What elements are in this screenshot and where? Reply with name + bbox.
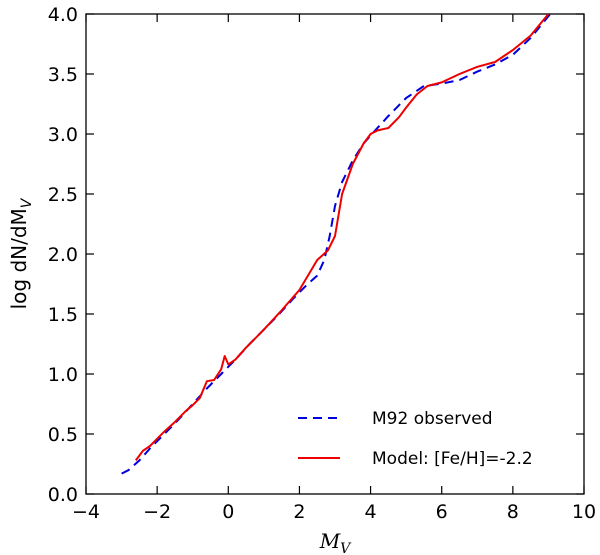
x-tick-label: 8 [507, 501, 519, 523]
x-axis-label-main: M [319, 529, 341, 553]
x-tick-label: 2 [293, 501, 305, 523]
y-tick-label: 1.5 [48, 304, 78, 326]
legend: M92 observed Model: [Fe/H]=-2.2 [298, 409, 533, 469]
x-tick-label: 4 [365, 501, 377, 523]
x-axis-label: MV [319, 529, 352, 555]
y-tick-label: 0.0 [48, 484, 78, 506]
y-tick-label: 3.0 [48, 124, 78, 146]
plot-area [85, 13, 585, 495]
legend-label-m92-observed: M92 observed [372, 409, 493, 429]
x-tick-label: −4 [72, 501, 100, 523]
y-axis-ticks: 0.0 0.5 1.0 1.5 2.0 2.5 3.0 3.5 4.0 [48, 4, 584, 506]
y-axis-label-main: log dN/dM [7, 208, 31, 309]
y-tick-label: 4.0 [48, 4, 78, 26]
x-tick-label: 0 [222, 501, 234, 523]
y-tick-label: 2.0 [48, 244, 78, 266]
y-axis-label: log dN/dMV [7, 197, 35, 309]
y-tick-label: 2.5 [48, 184, 78, 206]
x-axis-ticks: −4 −2 0 2 4 6 8 10 [72, 14, 596, 523]
y-tick-label: 1.0 [48, 364, 78, 386]
y-tick-label: 0.5 [48, 424, 78, 446]
x-tick-label: 10 [572, 501, 596, 523]
x-axis-label-sub: V [340, 541, 352, 555]
y-axis-label-sub: V [19, 197, 35, 208]
y-tick-label: 3.5 [48, 64, 78, 86]
series-line-model [134, 14, 550, 461]
x-tick-label: −2 [143, 501, 171, 523]
legend-label-model: Model: [Fe/H]=-2.2 [372, 449, 533, 469]
x-tick-label: 6 [436, 501, 448, 523]
